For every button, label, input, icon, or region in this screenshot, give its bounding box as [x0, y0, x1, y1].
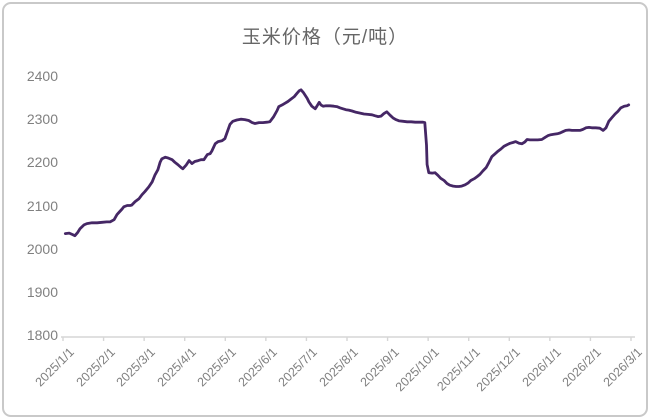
y-axis-tick-label: 2400: [26, 68, 58, 84]
y-axis-tick-label: 2200: [26, 154, 58, 171]
price-line-chart: [61, 88, 635, 341]
y-axis-tick-label: 1800: [26, 327, 58, 343]
chart-title: 玉米价格（元/吨）: [241, 27, 409, 48]
corn-price-series-line: [63, 88, 631, 238]
y-axis-tick-label: 2300: [26, 111, 58, 128]
y-axis-tick-label: 2000: [26, 240, 58, 257]
y-axis-tick-label: 2100: [26, 197, 58, 214]
y-axis-tick-label: 1900: [26, 283, 58, 300]
